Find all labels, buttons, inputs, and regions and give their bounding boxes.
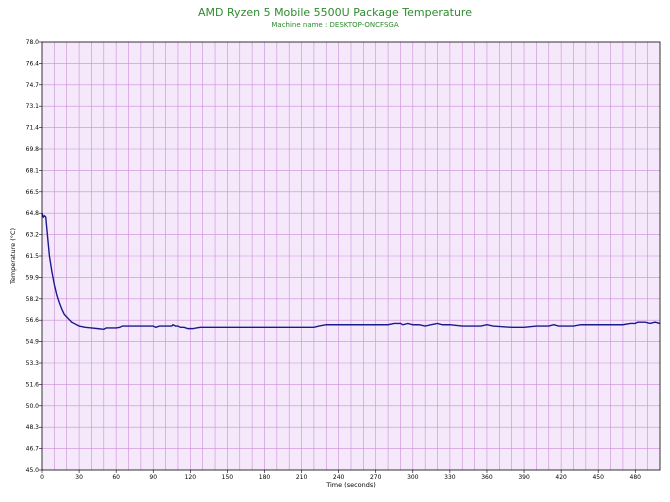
- x-tick-label: 360: [481, 474, 493, 481]
- x-tick-label: 180: [259, 474, 271, 481]
- x-tick-label: 270: [370, 474, 382, 481]
- x-tick-label: 30: [75, 474, 83, 481]
- y-tick-label: 51.6: [26, 381, 40, 388]
- y-tick-label: 74.7: [26, 82, 40, 89]
- y-tick-label: 61.5: [26, 253, 40, 260]
- x-tick-label: 90: [149, 474, 157, 481]
- y-tick-label: 59.9: [26, 274, 40, 281]
- y-tick-label: 76.4: [26, 60, 40, 67]
- x-tick-label: 240: [333, 474, 345, 481]
- x-tick-label: 0: [40, 474, 44, 481]
- grid-lines: [42, 42, 660, 470]
- y-tick-label: 58.2: [26, 296, 40, 303]
- y-tick-label: 63.2: [26, 232, 40, 239]
- y-tick-label: 53.3: [26, 360, 40, 367]
- chart-subtitle: Machine name : DESKTOP-ONCFSGA: [271, 21, 398, 29]
- series-line: [41, 212, 661, 330]
- x-tick-label: 450: [592, 474, 604, 481]
- chart-title: AMD Ryzen 5 Mobile 5500U Package Tempera…: [198, 6, 472, 19]
- y-tick-label: 78.0: [26, 39, 40, 46]
- y-tick-label: 54.9: [26, 339, 40, 346]
- x-tick-label: 120: [185, 474, 197, 481]
- y-tick-label: 46.7: [26, 446, 40, 453]
- y-axis-ticks: 45.0 46.7 48.3 50.0 51.6 53.3 54.9 56.6 58.2 59.9…: [26, 39, 42, 474]
- x-tick-label: 210: [296, 474, 308, 481]
- y-tick-label: 50.0: [26, 403, 40, 410]
- y-tick-label: 69.8: [26, 146, 40, 153]
- x-tick-label: 420: [555, 474, 567, 481]
- y-tick-label: 45.0: [26, 467, 40, 474]
- x-axis-label: Time (seconds): [325, 481, 376, 489]
- x-tick-label: 150: [222, 474, 234, 481]
- x-tick-label: 60: [112, 474, 120, 481]
- y-axis-label: Temperature (°C): [9, 228, 17, 285]
- y-tick-label: 73.1: [26, 103, 40, 110]
- y-tick-label: 68.1: [26, 167, 40, 174]
- x-axis-ticks: 0 30 60 90 120 150 180 210 240 270 300 330 360 390 420…: [40, 470, 641, 481]
- plot-border: [41, 41, 661, 471]
- y-tick-label: 56.6: [26, 317, 40, 324]
- x-tick-label: 330: [444, 474, 456, 481]
- x-tick-label: 300: [407, 474, 419, 481]
- x-tick-label: 480: [630, 474, 642, 481]
- y-tick-label: 66.5: [26, 189, 40, 196]
- y-tick-label: 71.4: [26, 125, 40, 132]
- x-tick-label: 390: [518, 474, 530, 481]
- y-tick-label: 48.3: [26, 424, 40, 431]
- y-tick-label: 64.8: [26, 210, 40, 217]
